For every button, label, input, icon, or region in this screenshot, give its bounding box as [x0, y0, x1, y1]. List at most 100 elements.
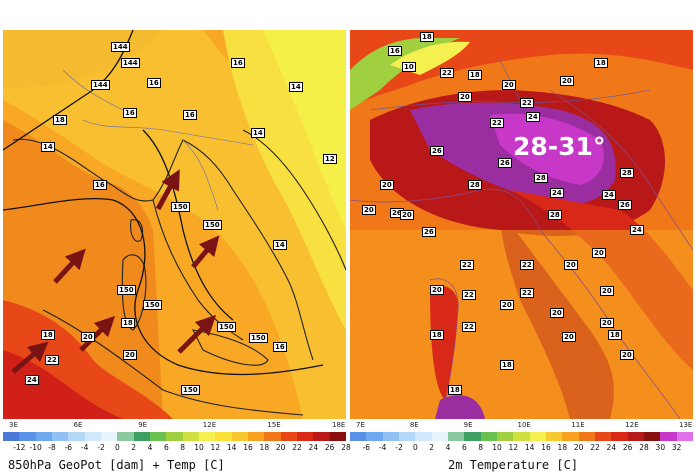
colorbar-swatch — [313, 432, 330, 441]
temperature-point-label: 28 — [620, 168, 634, 178]
colorbar-swatch — [676, 432, 693, 441]
colorbar-tick-label: 12 — [508, 443, 519, 452]
colorbar-tick-label: 18 — [259, 443, 270, 452]
colorbar-tick-label: 4 — [147, 443, 153, 452]
colorbar-swatch — [431, 432, 448, 441]
contour-label: 16 — [123, 108, 137, 118]
temperature-point-label: 22 — [520, 98, 534, 108]
temperature-point-label: 22 — [490, 118, 504, 128]
temp2m-sea-overlay — [350, 230, 693, 419]
temperature-point-label: 20 — [560, 76, 574, 86]
colorbar-tick-label: -2 — [395, 443, 403, 452]
colorbar-swatch — [562, 432, 579, 441]
colorbar-swatch — [264, 432, 281, 441]
contour-label: 22 — [45, 355, 59, 365]
temperature-point-label: 28 — [548, 210, 562, 220]
contour-label: 16 — [183, 110, 197, 120]
contour-label: 16 — [231, 58, 245, 68]
temp-field-hottest-band — [3, 350, 123, 419]
contour-label: 16 — [147, 78, 161, 88]
colorbar-tick-label: 18 — [557, 443, 568, 452]
left-map-panel: 144 144 144 16 16 14 14 12 18 14 16 16 16 150 150 150 15… — [3, 30, 346, 419]
arrow — [53, 248, 86, 284]
temperature-point-label: 18 — [594, 58, 608, 68]
temperature-point-label: 20 — [600, 286, 614, 296]
colorbar-swatch — [529, 432, 546, 441]
colorbar-tick-label: 6 — [163, 443, 169, 452]
right-colorbar — [350, 432, 693, 441]
colorbar-tick-label: 10 — [492, 443, 502, 452]
colorbar-swatch — [117, 432, 134, 441]
left-lon-axis: 3E 6E 9E 12E 15E 18E — [3, 421, 346, 430]
temperature-point-label: 20 — [600, 318, 614, 328]
flow-arrows — [11, 169, 220, 374]
colorbar-swatch — [100, 432, 118, 441]
temp-field-coolest-band — [263, 30, 346, 230]
lon-tick-label: 10E — [517, 421, 531, 429]
colorbar-swatch — [464, 432, 481, 441]
temperature-point-label: 22 — [440, 68, 454, 78]
colorbar-swatch — [382, 432, 399, 441]
colorbar-tick-label: 2 — [429, 443, 435, 452]
temp2m-sardinia — [430, 286, 459, 400]
lon-tick-label: 12E — [625, 421, 639, 429]
contour-label: 144 — [111, 42, 130, 52]
colorbar-tick-label: 20 — [275, 443, 286, 452]
right-panel-title: 2m Temperature [C] — [448, 458, 579, 472]
colorbar-tick-label: -4 — [80, 443, 89, 452]
contour-label: 20 — [81, 332, 95, 342]
temperature-point-label: 18 — [420, 32, 434, 42]
colorbar-swatch — [578, 432, 595, 441]
colorbar-swatch — [545, 432, 563, 441]
colorbar-tick-label: 14 — [524, 443, 535, 452]
contour-label: 14 — [289, 82, 303, 92]
contour-label: 24 — [25, 375, 39, 385]
arrow — [11, 341, 49, 374]
colorbar-tick-label: 22 — [292, 443, 302, 452]
contour-label: 150 — [181, 385, 200, 395]
temperature-point-label: 20 — [502, 80, 516, 90]
contour-label: 14 — [41, 142, 55, 152]
contour-label: 18 — [121, 318, 135, 328]
temperature-point-label: 26 — [430, 146, 444, 156]
colorbar-tick-label: 16 — [541, 443, 551, 452]
arrow — [155, 169, 180, 211]
temperature-point-label: 20 — [564, 260, 578, 270]
right-lon-axis: 7E 8E 9E 10E 11E 12E 13E — [350, 421, 693, 430]
contour-label: 16 — [93, 180, 107, 190]
temperature-point-label: 18 — [430, 330, 444, 340]
lon-tick-label: 15E — [267, 421, 281, 429]
temperature-point-label: 24 — [630, 225, 644, 235]
colorbar-tick-label: 6 — [461, 443, 467, 452]
geopotential-temperature-map — [3, 30, 346, 419]
temp2m-alps-green — [350, 38, 460, 110]
colorbar-tick-label: 28 — [341, 443, 351, 452]
temp2m-po-magenta — [490, 113, 604, 185]
colorbar-swatch — [513, 432, 530, 441]
colorbar-tick-label: 26 — [622, 443, 633, 452]
lon-tick-label: 9E — [138, 421, 148, 429]
colorbar-swatch — [231, 432, 248, 441]
colorbar-swatch — [133, 432, 150, 441]
arrow — [177, 314, 217, 354]
temperature-point-label: 24 — [550, 188, 564, 198]
colorbar-tick-label: 28 — [639, 443, 649, 452]
colorbar-swatch — [198, 432, 216, 441]
contour-label: 144 — [91, 80, 110, 90]
lon-tick-label: 8E — [409, 421, 419, 429]
contour-label: 150 — [171, 202, 190, 212]
contour-label: 20 — [123, 350, 137, 360]
lon-tick-label: 9E — [463, 421, 473, 429]
2m-temperature-map — [350, 30, 693, 419]
temperature-point-label: 20 — [430, 285, 444, 295]
colorbar-swatch — [447, 432, 465, 441]
contour-label: 14 — [251, 128, 265, 138]
colorbar-swatch — [643, 432, 661, 441]
colorbar-swatch — [366, 432, 383, 441]
colorbar-swatch — [496, 432, 514, 441]
colorbar-swatch — [166, 432, 183, 441]
colorbar-tick-label: -6 — [362, 443, 371, 452]
temperature-point-label: 20 — [550, 308, 564, 318]
contour-label: 150 — [249, 333, 268, 343]
colorbar-tick-label: -6 — [64, 443, 73, 452]
